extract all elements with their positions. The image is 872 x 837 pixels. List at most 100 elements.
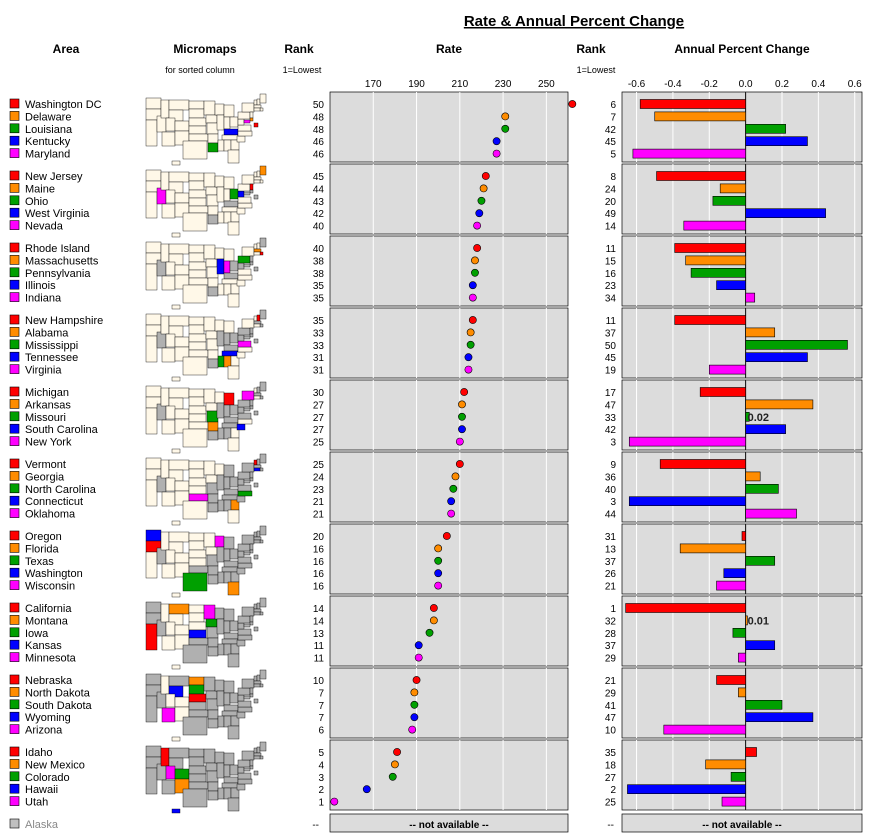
rate-axis: 170 190 210 230 250 (365, 79, 555, 90)
micromap-region (207, 421, 219, 432)
micromap-region (249, 615, 254, 623)
rate-point (479, 184, 488, 193)
apc-rank: 8 (610, 172, 616, 183)
micromap-region (168, 603, 190, 615)
micromap-region (253, 99, 258, 106)
micromap-region (174, 336, 190, 348)
apc-rank: 41 (605, 701, 617, 712)
micromap-region (249, 405, 254, 410)
rate-rank: 7 (318, 701, 324, 712)
state-swatch (9, 627, 20, 638)
micromap-region (243, 335, 251, 340)
micromap-region (256, 746, 261, 754)
micromap-region (174, 768, 190, 780)
micromap-region (168, 531, 190, 543)
apc-rank: 2 (610, 785, 616, 796)
micromap-region (249, 759, 254, 767)
micromap-region (237, 118, 245, 126)
micromap-region (253, 410, 259, 416)
rate-rank: 5 (318, 748, 324, 759)
micromap-region (160, 531, 170, 551)
apc-bar (674, 243, 746, 253)
apc-bar (716, 280, 746, 291)
micromap-region (188, 748, 205, 758)
apc-value-label: 0.01 (748, 615, 769, 627)
micromap-region (188, 133, 209, 142)
rate-rank: 10 (313, 676, 325, 687)
apc-bar (738, 687, 746, 698)
micromap-region (188, 405, 207, 415)
micromap-region (223, 320, 235, 334)
micromap (145, 309, 267, 382)
micromap-region (188, 773, 207, 783)
rate-tick-label: 250 (538, 79, 555, 90)
micromap-region (259, 165, 267, 176)
micromap-region (253, 683, 261, 688)
rate-rank: 33 (313, 328, 325, 339)
micromap-region (237, 406, 245, 414)
state-swatch (9, 339, 20, 350)
micromap-region (188, 244, 205, 254)
micromap-region (223, 776, 239, 784)
apc-rank: 44 (605, 510, 617, 521)
micromap-region (188, 189, 207, 199)
rate-point (568, 100, 577, 108)
micromap-region (223, 116, 231, 130)
apc-rank: 14 (605, 222, 617, 233)
rate-point (451, 472, 460, 481)
rate-point (492, 137, 501, 146)
state-group: Rhode Island 40 11 Massachusetts 38 15 Pennsyl… (9, 235, 863, 310)
micromap-region (216, 618, 225, 635)
apc-bar (656, 171, 746, 181)
apc-axis: -0.6 -0.4 -0.2 0.0 0.2 0.4 0.6 (628, 79, 862, 90)
rate-rank: 11 (314, 641, 325, 652)
micromap-region (221, 710, 239, 717)
rate-rank: 20 (313, 532, 325, 543)
state-name: Rhode Island (25, 243, 90, 255)
micromap-region (237, 766, 245, 774)
apc-bar (745, 508, 797, 519)
apc-rank: 37 (605, 328, 617, 339)
state-group: Oregon 20 31 Florida 16 13 Texas 16 37 Washington… (9, 523, 863, 598)
rate-panel (329, 235, 569, 307)
apc-tick-label: -0.6 (628, 79, 646, 90)
micromap-region (165, 693, 176, 708)
apc-rank: 42 (605, 125, 617, 136)
apc-bar (723, 568, 746, 579)
rate-point (473, 244, 482, 252)
micromap-region (168, 243, 190, 255)
micromap-region (236, 423, 246, 431)
rate-rank: 44 (313, 184, 325, 195)
micromap-region (249, 477, 254, 482)
micromap-region (223, 211, 232, 224)
apc-bar (705, 759, 746, 770)
micromap-region (223, 188, 231, 202)
micromap-region (259, 683, 264, 688)
apc-rank: 28 (605, 629, 617, 640)
rate-rank: 16 (313, 569, 325, 580)
micromap-region (188, 701, 207, 711)
micromap-region (171, 232, 181, 238)
rate-rank: 25 (313, 460, 325, 471)
state-swatch (9, 183, 20, 193)
micromap-region (217, 427, 225, 440)
micromap-region (145, 169, 162, 182)
micromap-region (214, 319, 225, 332)
micromap-region (243, 119, 251, 124)
micromap-region (188, 549, 207, 559)
micromap-region (223, 248, 235, 262)
state-swatch (9, 555, 20, 566)
state-name: New York (25, 437, 72, 449)
micromap-region (205, 474, 218, 484)
micromap-region (221, 134, 239, 141)
rate-point (362, 785, 371, 794)
micromap-region (174, 120, 190, 132)
micromap-region (160, 675, 170, 695)
state-name: Oklahoma (25, 509, 76, 521)
state-name: Michigan (25, 387, 69, 399)
micromap-region (237, 634, 253, 641)
micromap-region (227, 221, 240, 236)
micromap-region (241, 246, 255, 257)
rate-rank: 43 (313, 197, 325, 208)
micromap-region (214, 463, 225, 476)
